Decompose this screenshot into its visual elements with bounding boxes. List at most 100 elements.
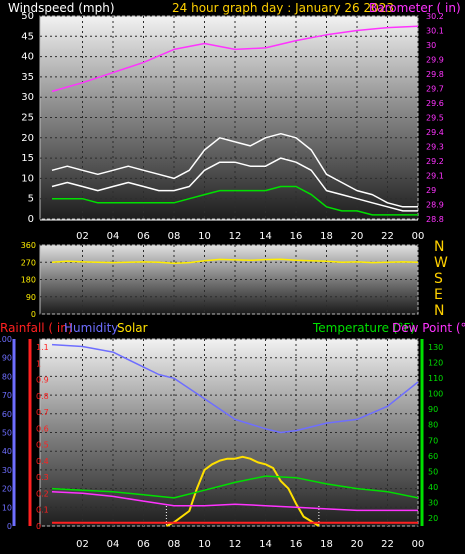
lower-y-tick-label: 60 (428, 452, 438, 461)
humidity-series-line (51, 343, 419, 434)
lower-x-tick-label: 06 (137, 539, 150, 550)
date-label: 24 hour graph day : January 26 2023 (172, 1, 394, 15)
lower-y-tick-label: 30 (428, 499, 438, 508)
lower-y-tick-label: 0.6 (36, 424, 49, 433)
wind-y-tick-label: 29.5 (426, 114, 444, 123)
lower-x-tick-label: 02 (76, 539, 89, 550)
wind-y-tick-label: 5 (28, 194, 34, 205)
dewpoint-label: Dew Point (°F) (392, 322, 465, 334)
compass-s: S (434, 271, 443, 287)
average-wind-series-line (52, 185, 418, 216)
wind-y-tick-label: 50 (21, 11, 34, 22)
lower-x-tick-label: 14 (259, 539, 272, 550)
wind-x-tick-label: 16 (290, 231, 303, 242)
wind-x-tick-label: 22 (381, 231, 394, 242)
direction-y-tick-label: 360 (21, 241, 36, 250)
lower-y-tick-label: 80 (2, 372, 12, 381)
lower-y-tick-label: 0.9 (36, 376, 49, 385)
lower-y-tick-label: 0.5 (36, 441, 49, 450)
compass-e: E (434, 287, 443, 303)
compass-n: N (434, 239, 445, 255)
lower-y-tick-label: 110 (428, 374, 443, 383)
wind-y-tick-label: 15 (21, 153, 34, 164)
wind-x-tick-label: 12 (229, 231, 242, 242)
wind-x-tick-label: 08 (168, 231, 181, 242)
lower-y-tick-label: 70 (428, 436, 438, 445)
lower-y-tick-label: 40 (2, 447, 12, 456)
wind-y-tick-label: 29.1 (426, 172, 444, 181)
wind-x-tick-label: 00 (412, 231, 425, 242)
lower-y-tick-label: 100 (0, 335, 12, 344)
direction-y-tick-label: 270 (21, 258, 36, 267)
lower-x-tick-label: 22 (381, 539, 394, 550)
solar-series-line (165, 455, 320, 527)
lower-y-tick-label: 90 (2, 354, 12, 363)
wind-x-tick-label: 18 (320, 231, 333, 242)
lower-y-tick-label: 10 (2, 503, 12, 512)
lower-y-tick-label: 1 (36, 359, 41, 368)
lower-y-tick-label: 1.1 (36, 343, 49, 352)
lower-x-tick-label: 16 (290, 539, 303, 550)
lower-y-tick-label: 0.1 (36, 506, 49, 515)
wind-x-tick-label: 10 (198, 231, 211, 242)
humidity-label: Humidity (64, 321, 119, 335)
wind-y-tick-label: 30 (21, 92, 34, 103)
direction-y-tick-label: 0 (31, 310, 36, 319)
barometer-series-line (51, 25, 419, 93)
lower-x-tick-label: 18 (320, 539, 333, 550)
wind-y-tick-label: 29.2 (426, 157, 444, 166)
lower-x-tick-label: 00 (412, 539, 425, 550)
wind-y-tick-label: 29.4 (426, 128, 444, 137)
wind-y-tick-label: 25 (21, 113, 34, 124)
wind-y-tick-label: 45 (21, 31, 34, 42)
lower-y-tick-label: 0.7 (36, 408, 49, 417)
lower-y-tick-label: 0 (7, 522, 12, 531)
wind-y-tick-label: 28.9 (426, 201, 444, 210)
lower-x-tick-label: 04 (107, 539, 120, 550)
compass-n2: N (434, 303, 445, 319)
windspeed-series-line (51, 157, 418, 212)
lower-y-tick-label: 120 (428, 358, 443, 367)
lower-x-tick-label: 12 (229, 539, 242, 550)
wind-y-tick-label: 35 (21, 72, 34, 83)
compass-w: W (434, 255, 448, 271)
wind-x-tick-label: 02 (76, 231, 89, 242)
dewpoint-series-line (51, 490, 418, 512)
lower-y-tick-label: 40 (428, 483, 438, 492)
lower-y-tick-label: 20 (428, 514, 438, 523)
windspeed-label: Windspeed (mph) (8, 1, 115, 15)
wind-y-tick-label: 28.8 (426, 215, 444, 224)
solar-label: Solar (117, 321, 148, 335)
lower-y-tick-label: 130 (428, 343, 443, 352)
temperature-series-line (51, 475, 419, 499)
gust-series-line (51, 132, 418, 208)
lower-y-tick-label: 0.8 (36, 392, 49, 401)
lower-y-tick-label: 100 (428, 390, 443, 399)
wind-y-tick-label: 30 (426, 41, 436, 50)
lower-x-tick-label: 10 (198, 539, 211, 550)
wind-x-tick-label: 06 (137, 231, 150, 242)
wind-y-tick-label: 20 (21, 133, 34, 144)
lower-x-tick-label: 08 (168, 539, 181, 550)
wind-y-tick-label: 40 (21, 52, 34, 63)
lower-y-tick-label: 20 (2, 485, 12, 494)
lower-y-tick-label: 0 (36, 522, 41, 531)
barometer-label: Barometer ( in) (369, 1, 461, 15)
lower-y-tick-label: 30 (2, 466, 12, 475)
wind-y-tick-label: 0 (28, 214, 34, 225)
wind-y-tick-label: 29 (426, 186, 436, 195)
wind-y-tick-label: 29.3 (426, 143, 444, 152)
direction-y-tick-label: 180 (21, 276, 36, 285)
lower-y-tick-label: 0.3 (36, 473, 49, 482)
wind-x-tick-label: 14 (259, 231, 272, 242)
wind-direction-series-line (51, 258, 419, 264)
wind-y-tick-label: 30.2 (426, 12, 444, 21)
lower-y-tick-label: 50 (428, 467, 438, 476)
wind-y-tick-label: 10 (21, 173, 34, 184)
wind-y-tick-label: 29.9 (426, 56, 444, 65)
direction-y-tick-label: 90 (26, 293, 36, 302)
lower-y-tick-label: 90 (428, 405, 438, 414)
lower-y-tick-label: 50 (2, 429, 12, 438)
wind-x-tick-label: 20 (351, 231, 364, 242)
